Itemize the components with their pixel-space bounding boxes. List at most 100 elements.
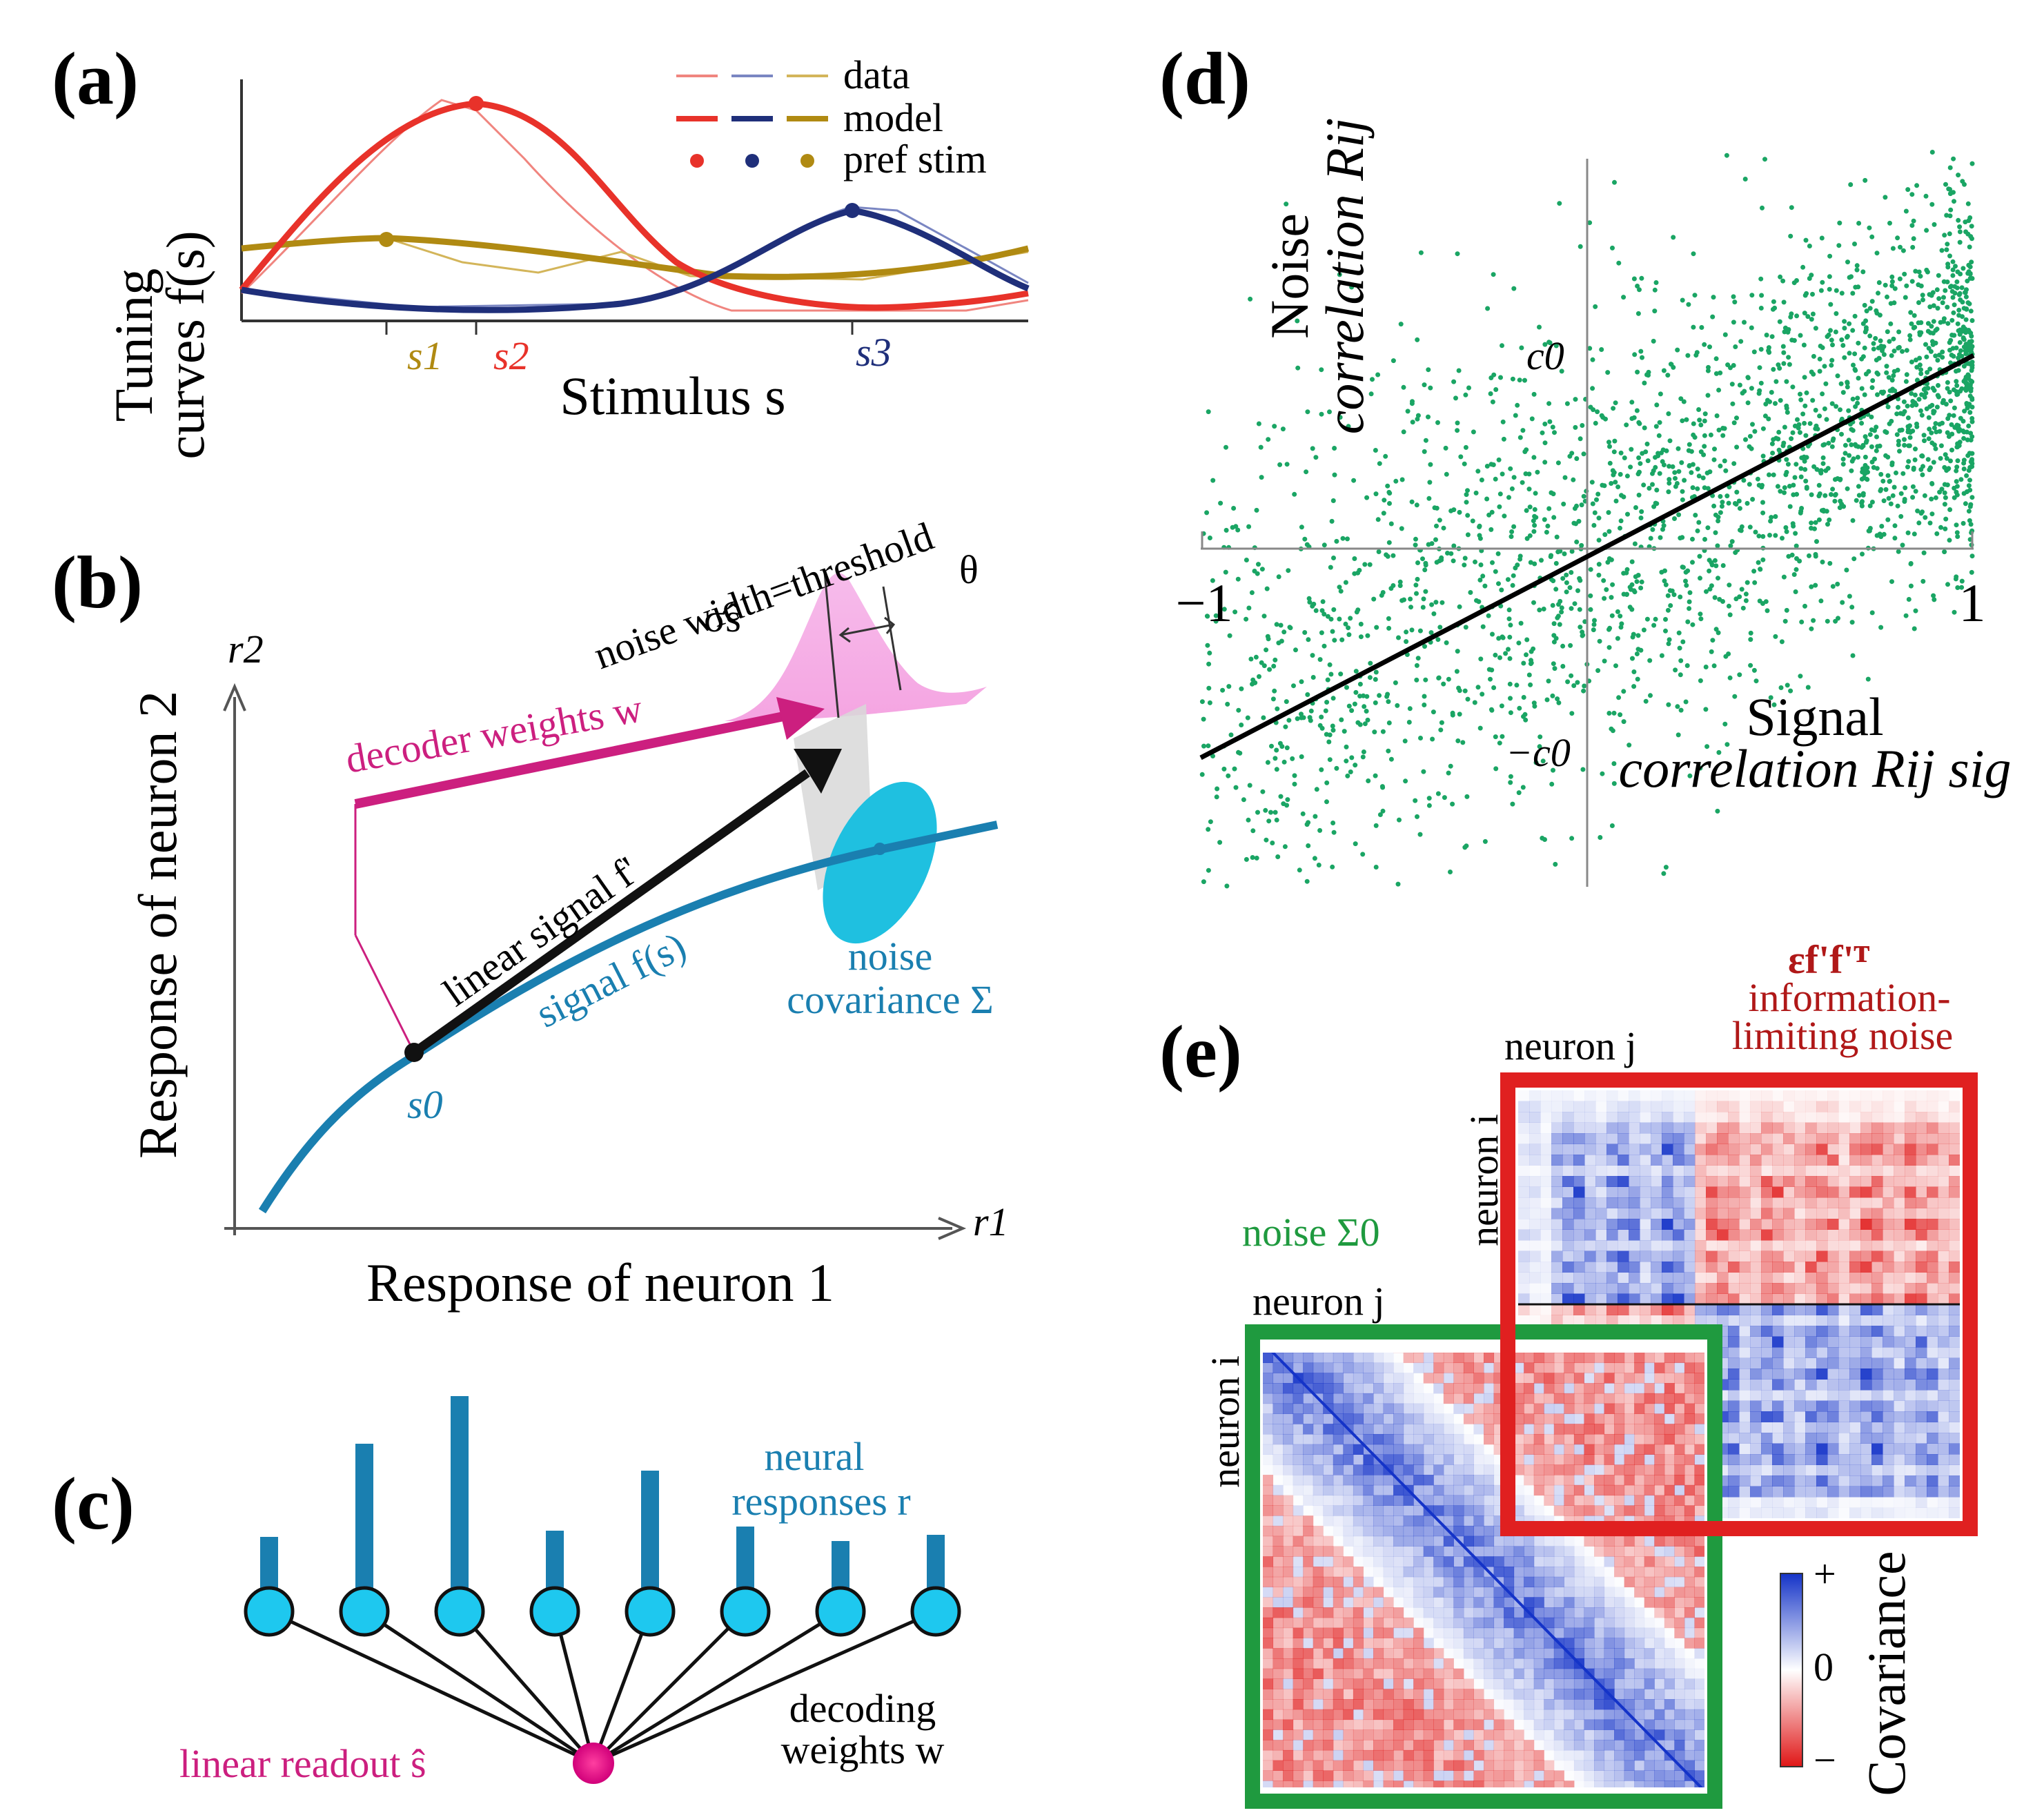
bottom-matrix-cell: [1313, 1403, 1324, 1414]
top-matrix-cell: [1894, 1176, 1905, 1187]
top-matrix-cell: [1905, 1133, 1916, 1144]
bottom-matrix-cell: [1303, 1576, 1314, 1588]
bottom-matrix-cell: [1433, 1424, 1444, 1435]
bottom-matrix-cell: [1564, 1607, 1575, 1618]
top-matrix-cell: [1772, 1347, 1784, 1358]
top-matrix-cell: [1916, 1229, 1927, 1241]
top-matrix-cell: [1860, 1411, 1872, 1422]
bottom-matrix-cell: [1674, 1699, 1685, 1710]
bottom-matrix-cell: [1323, 1617, 1334, 1629]
bottom-matrix-cell: [1413, 1638, 1424, 1649]
top-matrix-cell: [1849, 1090, 1861, 1101]
top-matrix-cell: [1673, 1208, 1684, 1219]
top-matrix-cell: [1805, 1262, 1817, 1273]
bottom-matrix-cell: [1644, 1484, 1655, 1496]
bottom-matrix-cell: [1283, 1607, 1294, 1618]
top-matrix-cell: [1717, 1133, 1729, 1144]
top-matrix-cell: [1838, 1368, 1850, 1380]
top-matrix-cell: [1595, 1112, 1607, 1123]
top-matrix-cell: [1871, 1272, 1883, 1284]
bottom-matrix-cell: [1433, 1556, 1444, 1567]
bottom-matrix-cell: [1403, 1617, 1414, 1629]
bottom-matrix-cell: [1453, 1638, 1464, 1649]
bottom-matrix-cell: [1323, 1536, 1334, 1547]
bottom-matrix-cell: [1333, 1648, 1344, 1659]
bottom-matrix-cell: [1564, 1424, 1575, 1435]
bottom-matrix-cell: [1453, 1617, 1464, 1629]
bottom-matrix-cell: [1533, 1393, 1544, 1404]
top-matrix-cell: [1916, 1390, 1927, 1401]
bottom-matrix-cell: [1303, 1484, 1314, 1496]
bottom-matrix-cell: [1413, 1413, 1424, 1424]
bottom-matrix-cell: [1272, 1740, 1284, 1751]
bottom-matrix-cell: [1283, 1648, 1294, 1659]
colorbar-zero: 0: [1814, 1645, 1834, 1689]
bottom-matrix-cell: [1604, 1678, 1615, 1689]
bottom-matrix-cell: [1272, 1546, 1284, 1557]
bottom-matrix-cell: [1493, 1587, 1504, 1598]
top-matrix-cell: [1750, 1122, 1762, 1134]
bottom-matrix-cell: [1553, 1383, 1564, 1394]
bottom-matrix-cell: [1524, 1689, 1535, 1700]
bottom-matrix-cell: [1463, 1536, 1474, 1547]
bottom-matrix-cell: [1674, 1617, 1685, 1629]
bottom-matrix-cell: [1443, 1454, 1454, 1465]
bottom-matrix-cell: [1553, 1587, 1564, 1598]
bottom-matrix-cell: [1303, 1627, 1314, 1638]
bottom-matrix-cell: [1343, 1525, 1354, 1537]
bottom-matrix-cell: [1614, 1546, 1625, 1557]
top-matrix-cell: [1695, 1144, 1707, 1155]
bottom-matrix-cell: [1313, 1627, 1324, 1638]
bottom-matrix-cell: [1272, 1607, 1284, 1618]
bottom-matrix-cell: [1634, 1413, 1645, 1424]
bottom-matrix-cell: [1343, 1464, 1354, 1475]
top-matrix-cell: [1706, 1144, 1718, 1155]
top-matrix-cell: [1927, 1176, 1938, 1187]
top-matrix-cell: [1905, 1304, 1916, 1315]
bottom-matrix-cell: [1443, 1780, 1454, 1787]
top-matrix-cell: [1938, 1229, 1949, 1241]
top-matrix-cell: [1772, 1400, 1784, 1412]
top-matrix-cell: [1706, 1315, 1718, 1326]
bottom-matrix-cell: [1303, 1464, 1314, 1475]
bottom-matrix-cell: [1504, 1567, 1515, 1578]
top-matrix-cell: [1849, 1304, 1861, 1315]
top-matrix-cell: [1606, 1122, 1618, 1134]
top-matrix-cell: [1849, 1133, 1861, 1144]
top-matrix-cell: [1938, 1283, 1949, 1294]
bottom-matrix-cell: [1403, 1433, 1414, 1445]
top-matrix-cell: [1860, 1240, 1872, 1251]
bottom-matrix-cell: [1573, 1464, 1584, 1475]
bottom-matrix-cell: [1504, 1699, 1515, 1710]
bottom-matrix-cell: [1664, 1546, 1675, 1557]
bottom-matrix-cell: [1634, 1546, 1645, 1557]
bottom-matrix-cell: [1403, 1719, 1414, 1730]
top-matrix-cell: [1573, 1208, 1585, 1219]
bottom-matrix-cell: [1343, 1515, 1354, 1527]
bottom-matrix-cell: [1333, 1454, 1344, 1465]
bottom-matrix-cell: [1513, 1484, 1524, 1496]
bottom-matrix-cell: [1263, 1678, 1274, 1689]
top-matrix-cell: [1662, 1197, 1673, 1208]
top-matrix-cell: [1816, 1443, 1828, 1455]
bottom-matrix-cell: [1544, 1740, 1555, 1751]
top-matrix-cell: [1894, 1186, 1905, 1198]
top-matrix-cell: [1772, 1240, 1784, 1251]
bottom-matrix-cell: [1373, 1678, 1384, 1689]
bottom-matrix-cell: [1323, 1729, 1334, 1740]
bottom-matrix-cell: [1423, 1495, 1434, 1506]
bottom-matrix-cell: [1423, 1668, 1434, 1679]
bottom-matrix-cell: [1303, 1617, 1314, 1629]
bottom-matrix-cell: [1694, 1342, 1704, 1353]
bottom-matrix-cell: [1584, 1353, 1595, 1364]
bottom-matrix-cell: [1383, 1658, 1394, 1669]
bottom-matrix-cell: [1293, 1689, 1304, 1700]
bottom-matrix-cell: [1443, 1362, 1454, 1373]
bottom-matrix-cell: [1443, 1760, 1454, 1771]
bottom-matrix-cell: [1564, 1627, 1575, 1638]
top-matrix-cell: [1927, 1122, 1938, 1134]
bottom-matrix-cell: [1524, 1770, 1535, 1781]
bottom-matrix-cell: [1423, 1617, 1434, 1629]
bottom-matrix-cell: [1584, 1413, 1595, 1424]
bottom-matrix-cell: [1443, 1546, 1454, 1557]
